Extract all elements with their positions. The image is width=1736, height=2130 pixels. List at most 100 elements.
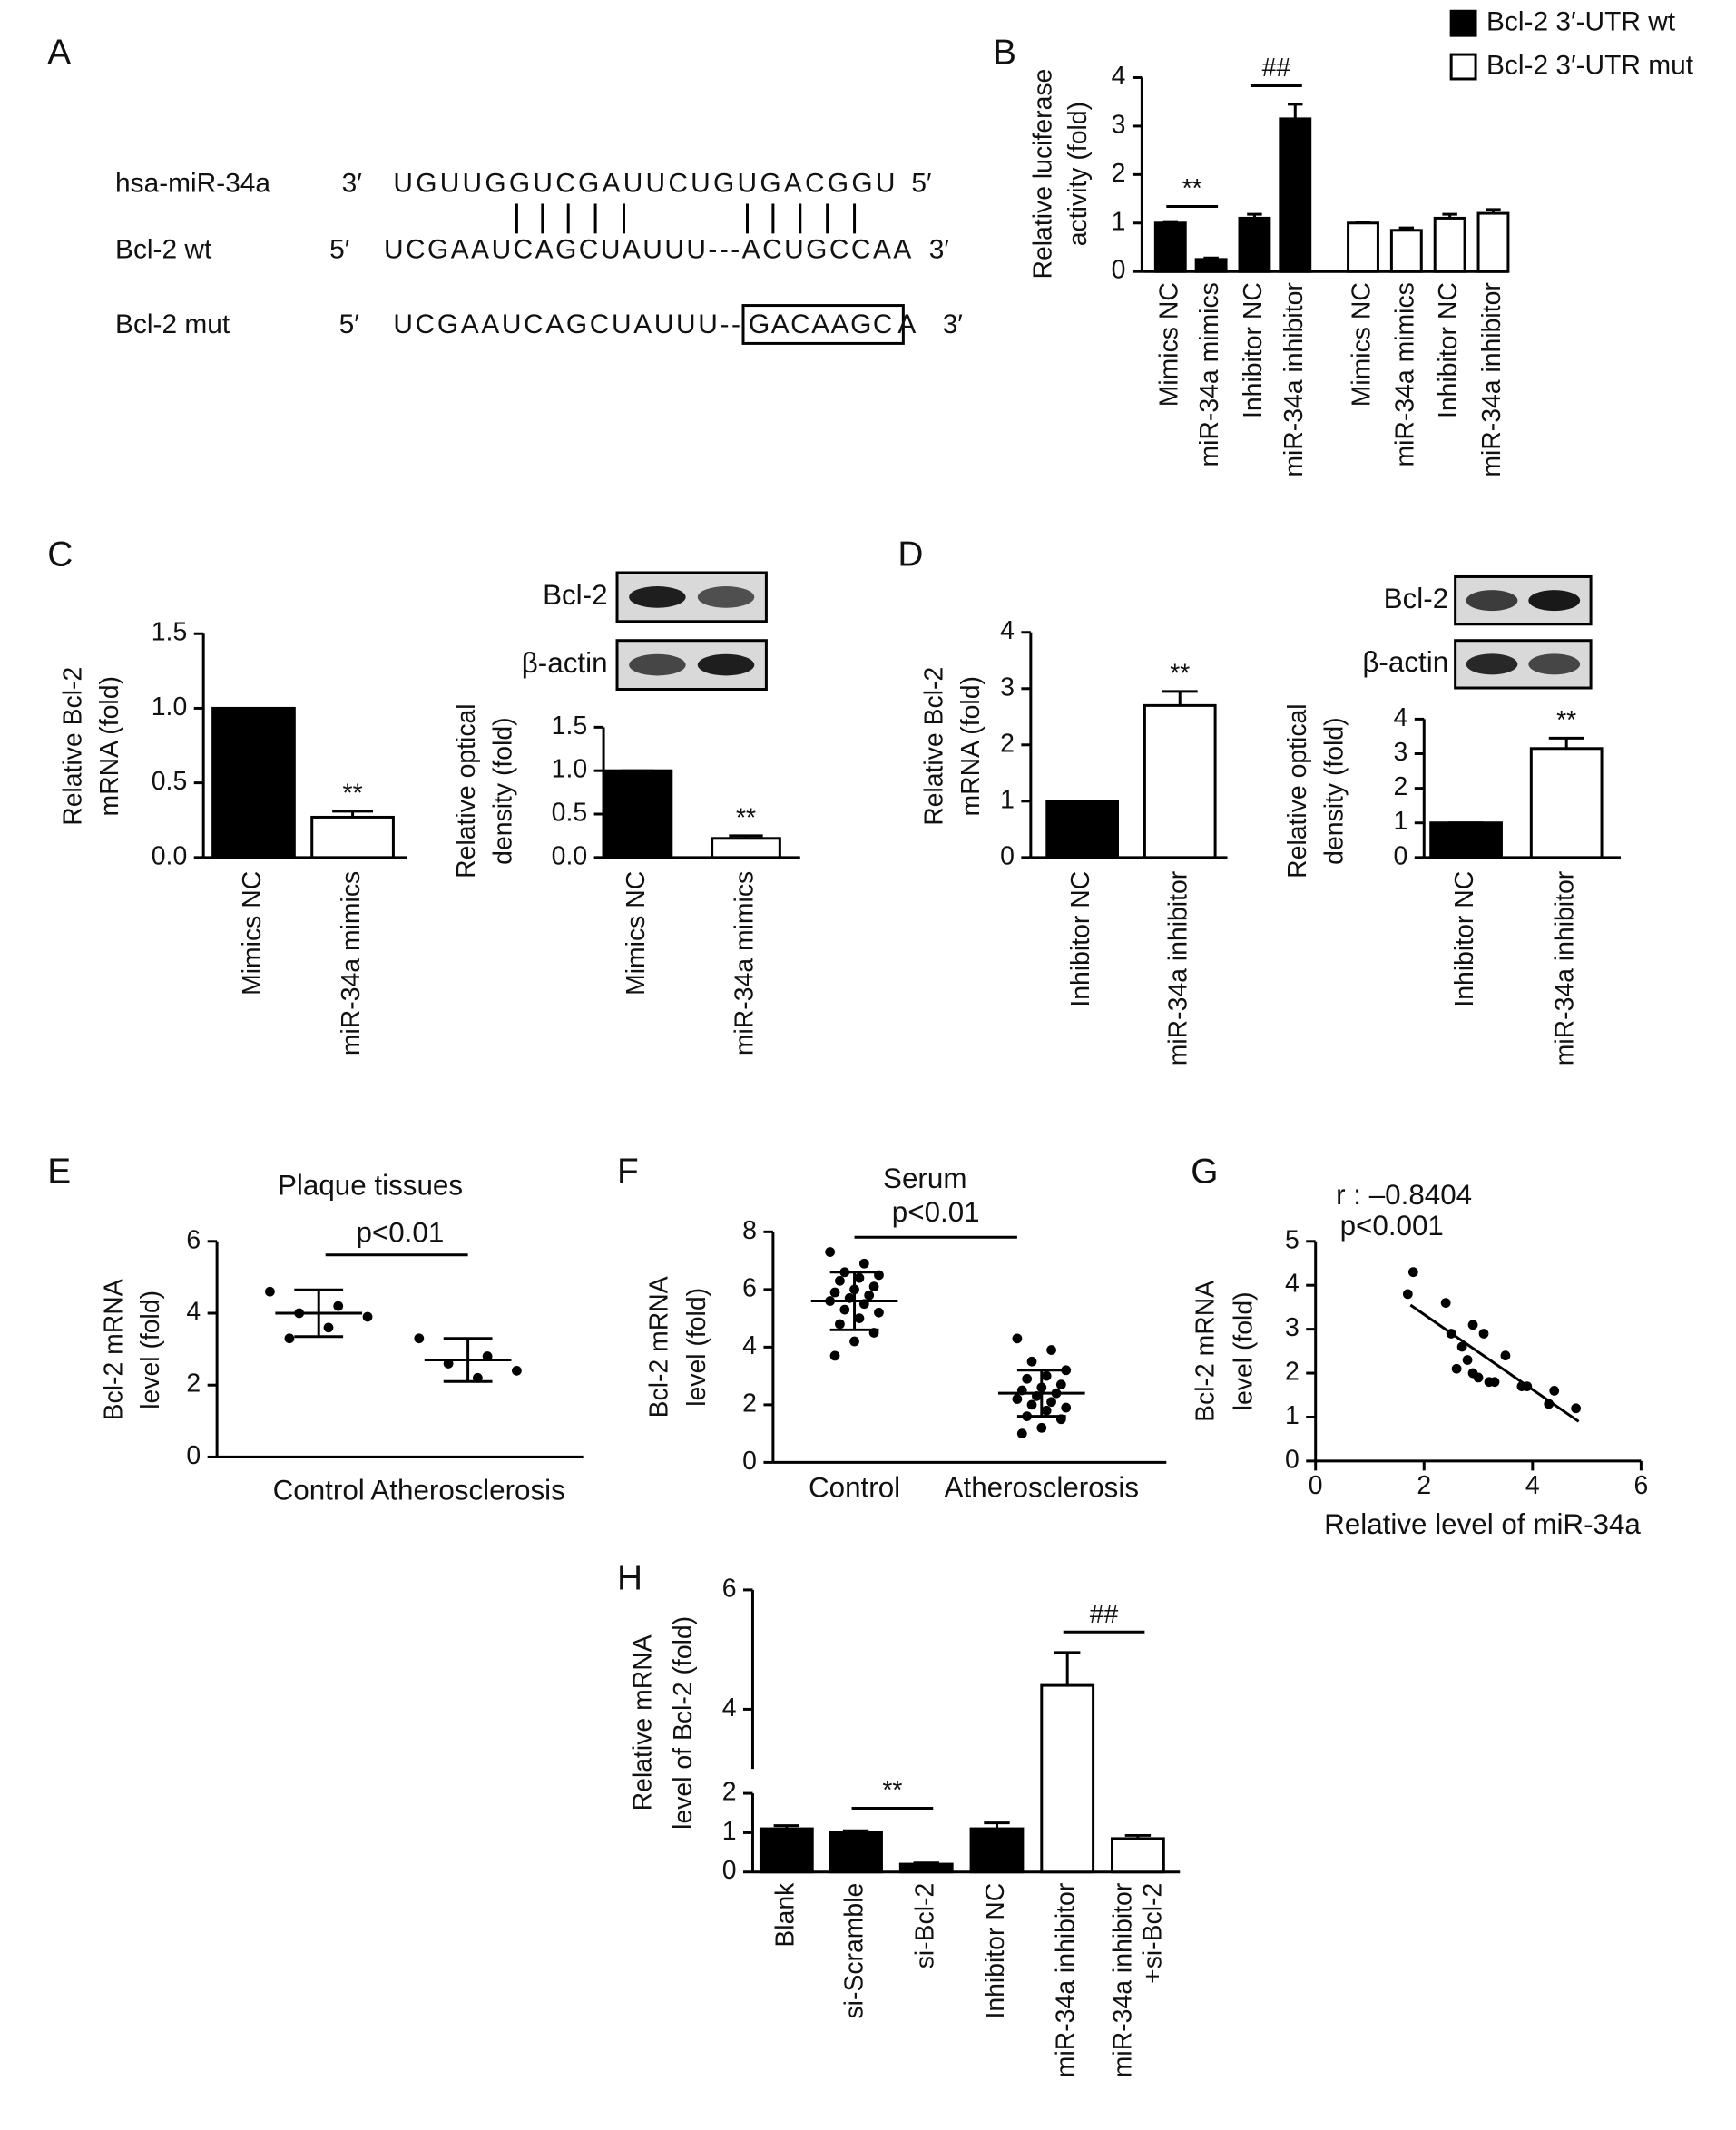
bar [310,815,395,859]
blot-label: Bcl-2 [543,579,607,611]
y-axis-label: level (fold) [136,1291,165,1409]
significance-label: ** [1182,174,1202,203]
bar [1429,821,1503,859]
data-point [849,1336,859,1347]
data-point [829,1287,840,1298]
data-point [1016,1428,1027,1439]
data-point [1549,1386,1560,1396]
data-point [1467,1320,1478,1330]
y-tick-label: 2 [1394,772,1408,801]
data-point [858,1258,869,1269]
y-tick-label: 4 [1285,1270,1300,1299]
data-point [1061,1365,1072,1376]
legend-swatch [1449,9,1477,37]
bar [829,1831,883,1874]
y-tick-label: 4 [742,1331,757,1360]
panel-letter: G [1191,1152,1218,1191]
significance-label: p<0.01 [356,1217,444,1249]
panel-a: A hsa-miR-34a 3′ UGUUGGUCGAUUCUGUGACGGU … [47,33,963,345]
data-point [1046,1397,1056,1408]
data-point [1012,1333,1023,1344]
data-point [323,1322,334,1333]
data-point [1036,1422,1047,1433]
data-point [829,1350,840,1361]
data-point [1026,1356,1037,1367]
y-tick-label: 1 [1000,785,1015,814]
x-tick-label: miR-34a inhibitor [1052,1883,1081,2077]
y-tick-label: 4 [1112,62,1126,91]
x-tick-label: si-Bcl-2 [910,1883,939,1969]
bar [1433,216,1466,273]
x-tick-label: 4 [1525,1471,1540,1500]
row-label: Bcl-2 wt [115,235,212,265]
data-point [1456,1341,1467,1352]
data-point [864,1290,875,1301]
blot-band [1528,590,1581,612]
y-tick-label: 0 [1285,1445,1300,1474]
bar [211,706,296,859]
blot-label: β-actin [1362,646,1448,678]
legend-label: Bcl-2 3′-UTR mut [1486,50,1694,80]
x-tick-label: miR-34a inhibitor [1551,871,1580,1065]
bar [1111,1837,1165,1874]
data-point [874,1307,884,1318]
y-tick-label: 3 [1000,672,1015,702]
data-point [1500,1350,1511,1361]
bar [602,769,673,859]
x-axis-label: Relative level of miR-34a [1324,1508,1641,1540]
panel-letter: C [47,535,73,574]
x-tick-label: 0 [1309,1471,1323,1500]
blot-band [1466,653,1518,675]
x-tick-label: +si-Bcl-2 [1138,1883,1167,1984]
y-axis-label: Relative luciferase [1028,69,1057,280]
data-point [1473,1372,1484,1383]
x-tick-label: Mimics NC [238,871,267,996]
data-point [868,1281,879,1292]
x-tick-label: miR-34a mimics [730,871,759,1055]
x-tick-label: miR-34a mimics [1195,282,1224,466]
y-tick-label: 0.0 [552,841,587,870]
end-label: 3′ [929,235,950,265]
x-tick-label: 6 [1633,1471,1648,1500]
y-tick-label: 0 [1394,841,1408,870]
end-label: 3′ [342,168,363,198]
y-axis-label: density (fold) [488,717,517,864]
annotation: r : –0.8404 [1336,1179,1472,1211]
x-tick-label: miR-34a mimics [337,871,366,1055]
significance-label: ## [1090,1600,1119,1629]
panel-letter: E [47,1152,71,1191]
panel-letter: F [617,1152,639,1191]
y-tick-label: 1 [1285,1401,1300,1430]
y-tick-label: 3 [1394,738,1408,767]
blot-band [697,653,755,676]
bar [1194,258,1228,273]
mutation-box [741,304,905,345]
significance-label: ** [1170,659,1190,688]
y-tick-label: 3 [1285,1313,1300,1342]
x-tick-label: Mimics NC [1348,282,1377,407]
y-axis-label: activity (fold) [1064,102,1093,246]
data-point [854,1272,865,1283]
data-point [362,1311,373,1322]
data-point [1402,1289,1413,1300]
blot-band [697,586,755,608]
end-label: 5′ [339,309,360,339]
significance-label: ** [736,803,756,832]
data-point [835,1275,845,1286]
x-tick-label: miR-34a inhibitor [1280,282,1309,476]
y-tick-label: 2 [742,1389,757,1418]
y-tick-label: 1 [1112,207,1126,236]
trend-line [1409,1303,1580,1423]
x-tick-label: miR-34a inhibitor [1108,1883,1137,2077]
row-label: hsa-miR-34a [115,168,270,198]
y-axis-label: Relative optical [1283,703,1312,878]
y-tick-label: 0 [742,1447,757,1476]
x-tick-label: Inhibitor NC [981,1883,1010,2019]
x-tick-label: miR-34a mimics [1390,282,1419,466]
x-tick-label: miR-34a inhibitor [1477,282,1506,476]
x-tick-label: Mimics NC [622,871,651,996]
y-tick-label: 4 [1394,703,1408,732]
x-tick-label: Inhibitor NC [1450,871,1479,1007]
data-point [1571,1403,1582,1414]
x-tick-label: Inhibitor NC [1434,282,1463,418]
